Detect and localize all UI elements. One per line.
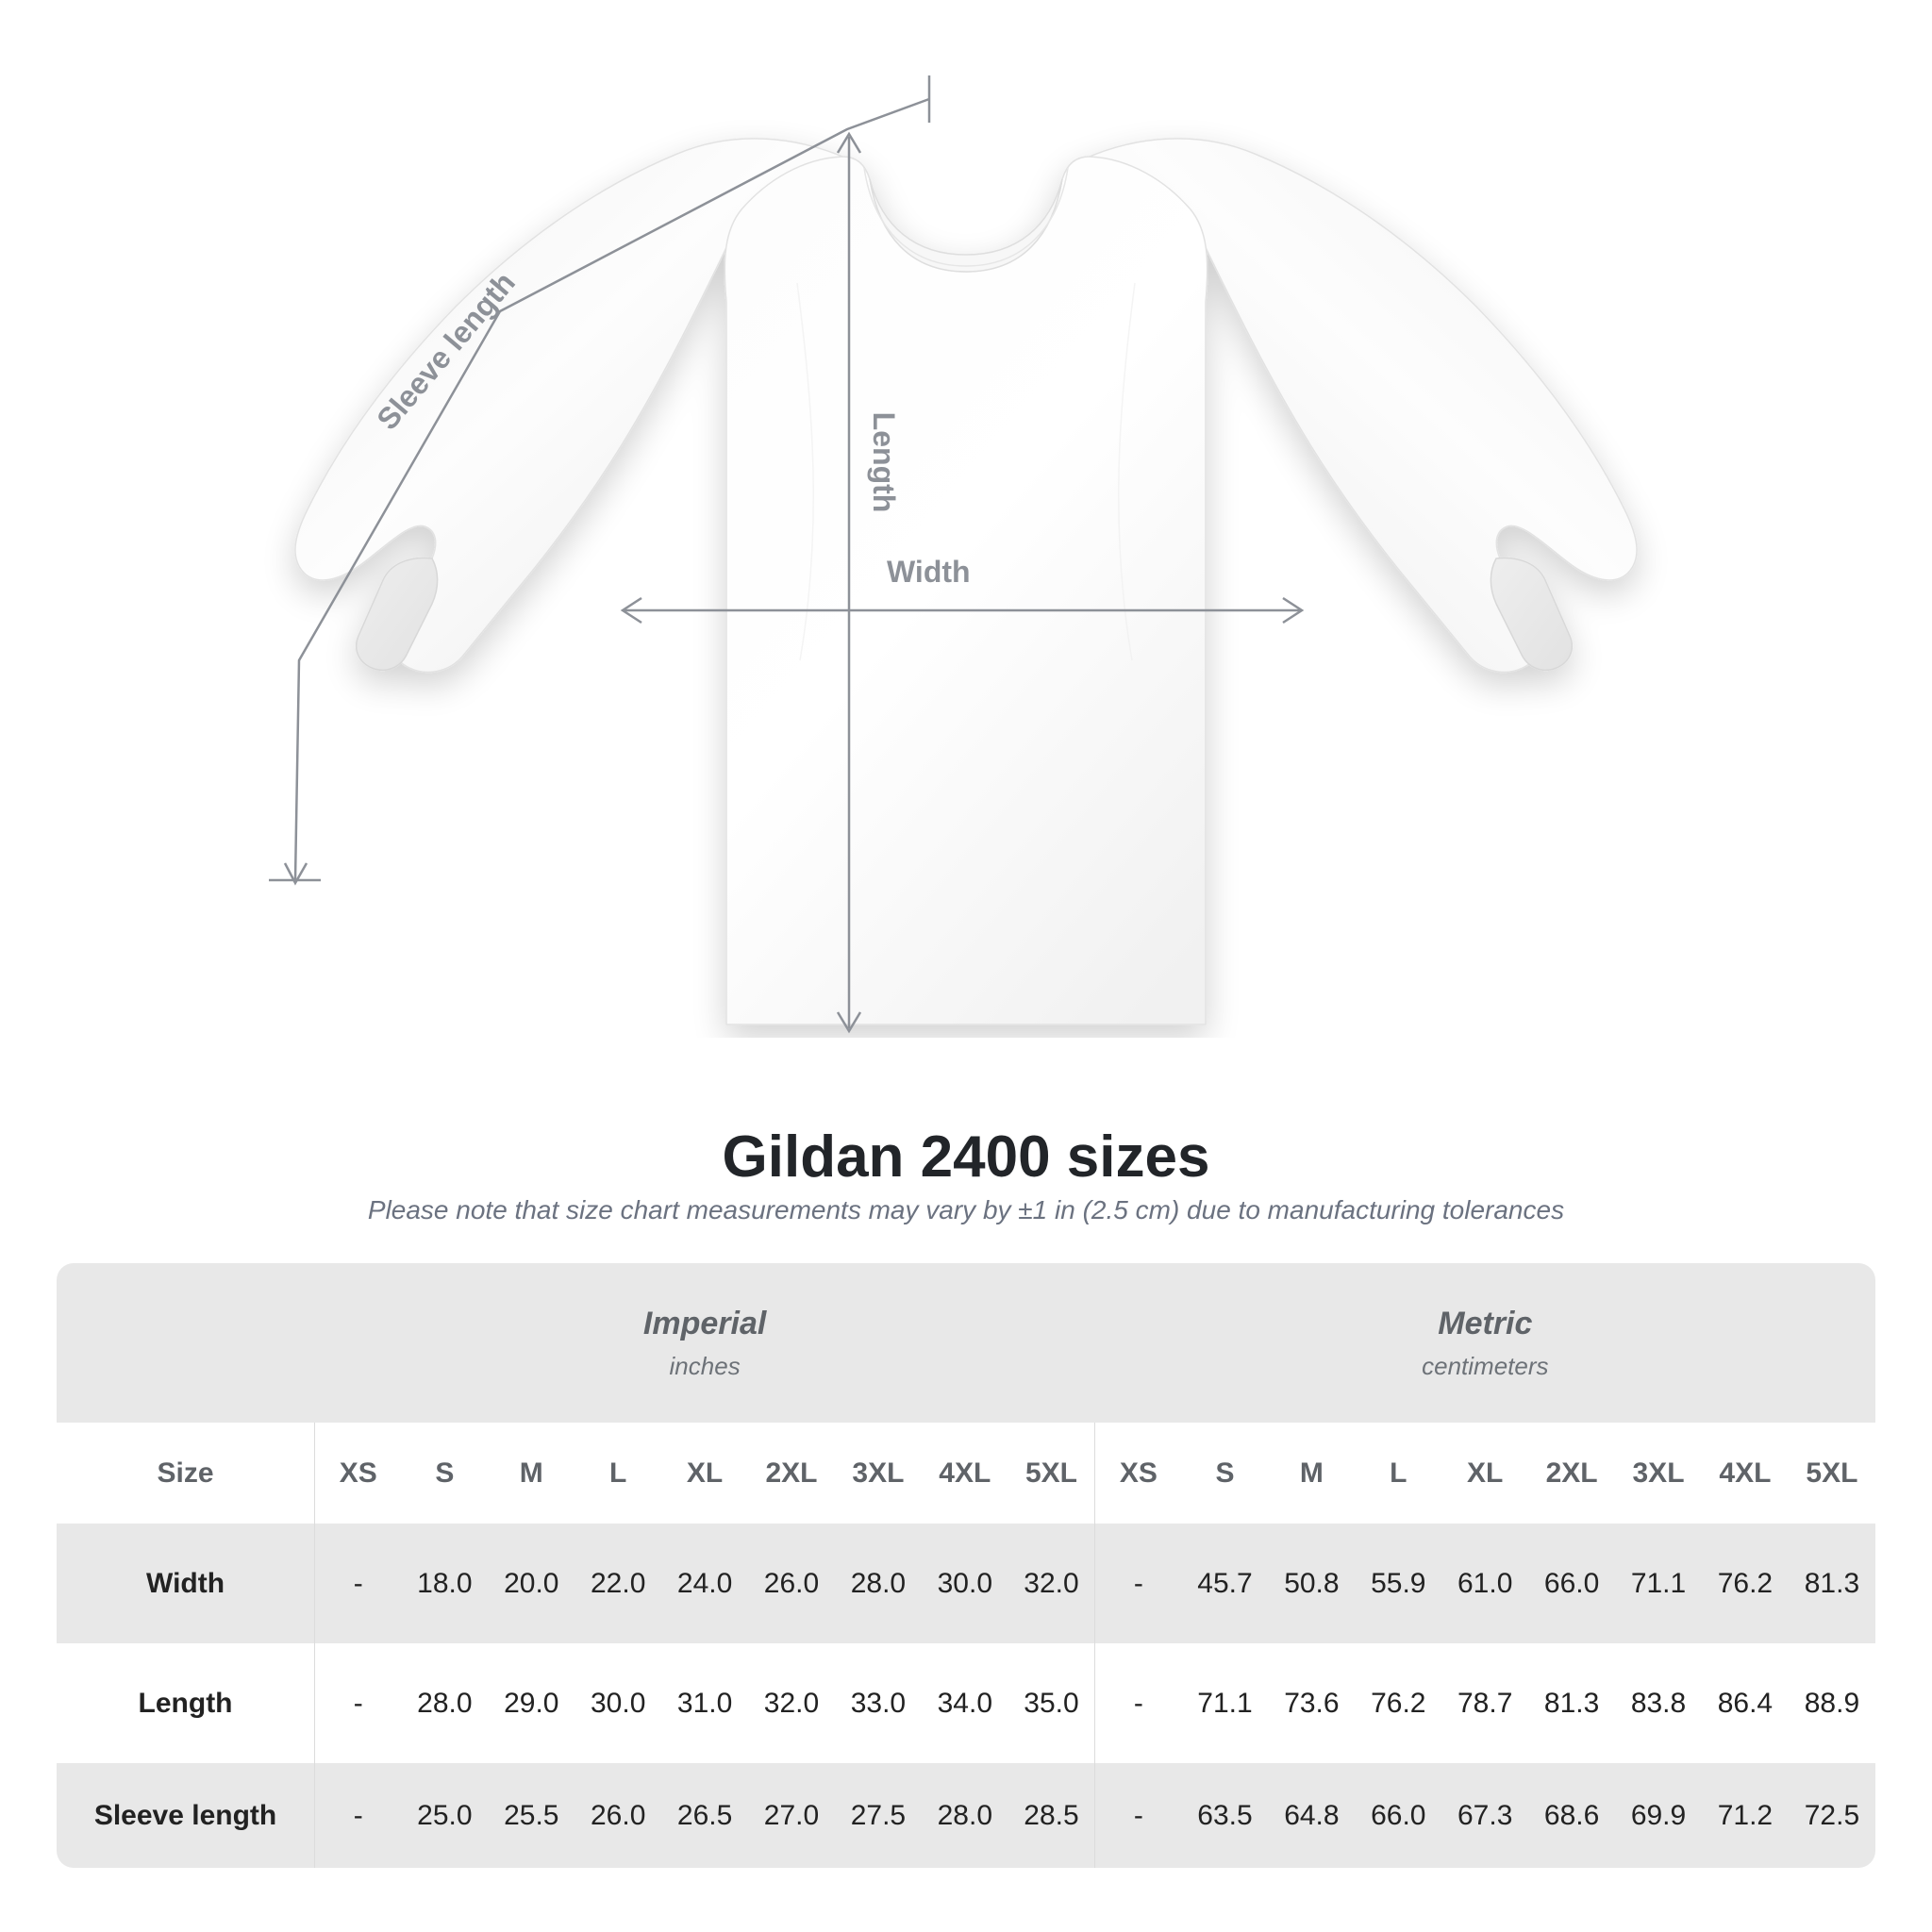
svg-text:Length: Length — [867, 412, 901, 513]
svg-text:Width: Width — [887, 555, 971, 589]
